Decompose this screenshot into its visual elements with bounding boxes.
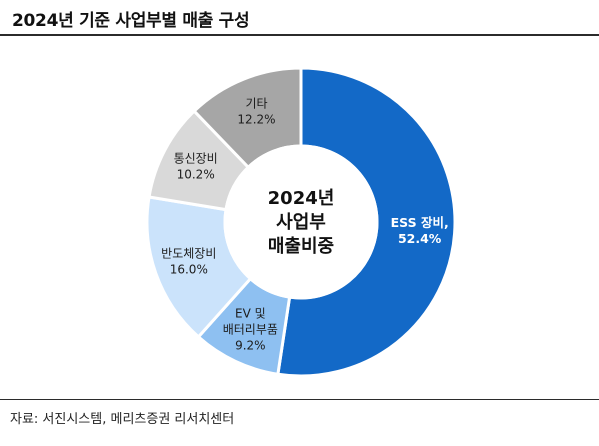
slice-label: 통신장비 10.2% xyxy=(174,152,218,182)
slice-label-line: 52.4% xyxy=(398,231,442,246)
slice-label-line: 12.2% xyxy=(237,113,275,127)
slice-label-line: 16.0% xyxy=(170,263,208,277)
title-divider xyxy=(0,34,599,36)
donut-slices xyxy=(145,66,457,378)
slice-label-line: 기타 xyxy=(245,97,267,111)
slice-label-line: 반도체장비 xyxy=(161,247,216,261)
slice-label: 반도체장비 16.0% xyxy=(161,247,216,277)
slice-label-line: 9.2% xyxy=(235,339,266,353)
slice-label-line: 10.2% xyxy=(177,168,215,182)
center-label-line: 매출비중 xyxy=(268,236,334,257)
footer-divider xyxy=(0,399,599,400)
center-label-line: 2024년 xyxy=(268,188,335,209)
center-label-line: 사업부 xyxy=(276,212,326,233)
slice-label-line: EV 및 xyxy=(235,307,266,321)
slice-label: ESS 장비, 52.4% xyxy=(391,215,449,246)
slice-label-line: 통신장비 xyxy=(174,152,218,166)
donut-hole xyxy=(223,144,379,300)
slice-label-line: 배터리부품 xyxy=(223,323,278,337)
chart-title: 2024년 기준 사업부별 매출 구성 xyxy=(12,11,250,31)
slice-label-line: ESS 장비, xyxy=(391,215,449,230)
source-note: 자료: 서진시스템, 메리츠증권 리서치센터 xyxy=(10,412,235,427)
slice-label: 기타 12.2% xyxy=(237,97,275,127)
